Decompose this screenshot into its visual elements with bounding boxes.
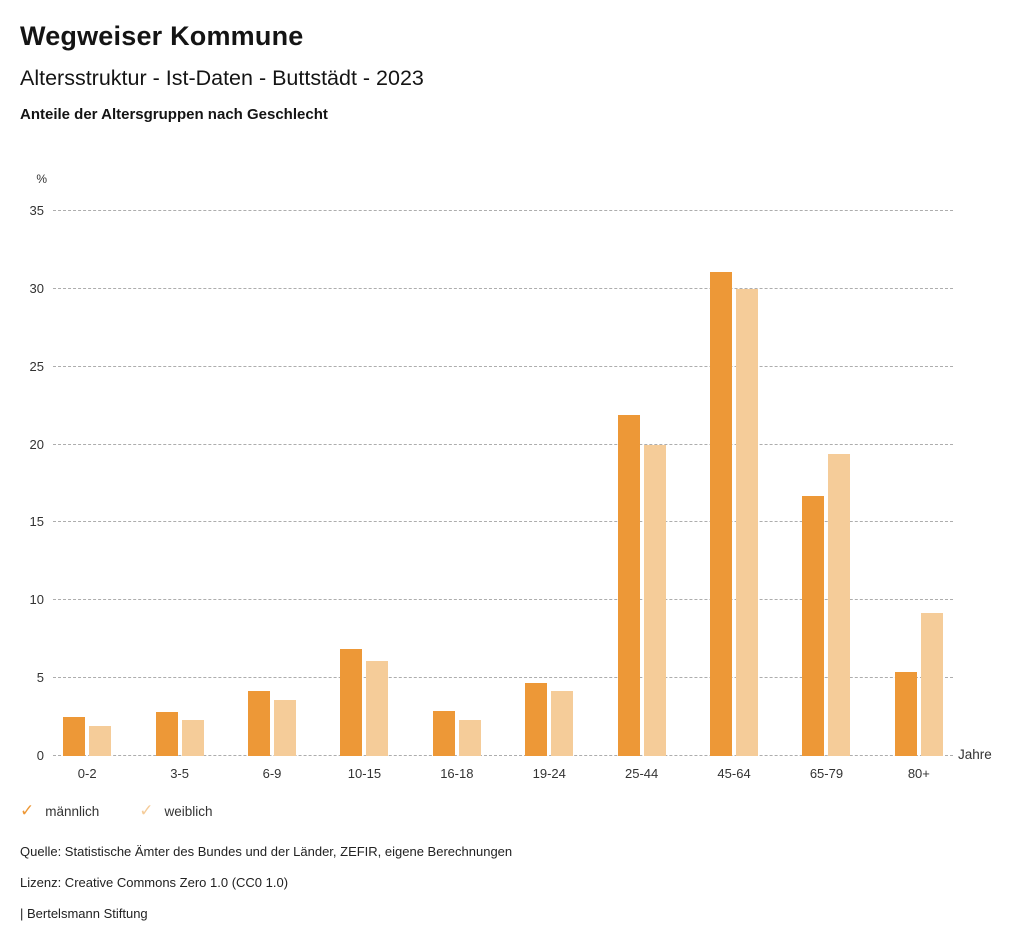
chart-heading: Anteile der Altersgruppen nach Geschlech… bbox=[20, 106, 328, 123]
bar-group-0-2 bbox=[41, 211, 133, 756]
bar-männlich-6-9[interactable] bbox=[248, 690, 271, 756]
bar-weiblich-65-79[interactable] bbox=[828, 453, 851, 756]
check-icon: ✓ bbox=[139, 801, 154, 820]
x-label-0-2: 0-2 bbox=[77, 766, 97, 781]
legend: ✓ männlich ✓ weiblich bbox=[20, 801, 213, 821]
gridline-15 bbox=[53, 521, 953, 523]
gridline-20 bbox=[53, 443, 953, 445]
bar-weiblich-3-5[interactable] bbox=[181, 720, 204, 756]
bar-weiblich-0-2[interactable] bbox=[89, 726, 112, 756]
bar-männlich-45-64[interactable] bbox=[710, 271, 733, 756]
y-tick-30: 30 bbox=[29, 280, 44, 296]
bar-weiblich-80+[interactable] bbox=[920, 612, 943, 756]
x-label-3-5: 3-5 bbox=[170, 766, 189, 781]
x-axis: 0-2 3-5 6-9 10-15 16-18 19-24 25-44 45-64 65-79 8… bbox=[41, 766, 965, 781]
bar-group-65-79 bbox=[780, 211, 872, 756]
bar-group-19-24 bbox=[503, 211, 595, 756]
bar-group-25-44 bbox=[595, 211, 687, 756]
y-axis-unit-label: % bbox=[36, 172, 47, 186]
page-title: Wegweiser Kommune bbox=[20, 21, 304, 51]
bar-männlich-10-15[interactable] bbox=[340, 648, 363, 756]
bar-männlich-0-2[interactable] bbox=[63, 717, 86, 756]
gridline-35 bbox=[53, 210, 953, 211]
gridline-30 bbox=[53, 287, 953, 289]
x-label-45-64: 45-64 bbox=[717, 766, 751, 781]
gridline-0 bbox=[53, 755, 953, 756]
bar-groups bbox=[41, 211, 965, 756]
attribution-text: | Bertelsmann Stiftung bbox=[20, 906, 148, 921]
legend-item-weiblich[interactable]: ✓ weiblich bbox=[139, 801, 212, 821]
y-tick-0: 0 bbox=[36, 748, 44, 763]
bar-weiblich-16-18[interactable] bbox=[458, 720, 481, 756]
x-label-6-9: 6-9 bbox=[262, 766, 282, 781]
gridline-5 bbox=[53, 677, 953, 679]
bar-group-3-5 bbox=[133, 211, 225, 756]
license-text: Lizenz: Creative Commons Zero 1.0 (CC0 1… bbox=[20, 875, 289, 890]
bar-weiblich-6-9[interactable] bbox=[274, 699, 297, 756]
legend-label: weiblich bbox=[164, 803, 213, 819]
legend-item-maennlich[interactable]: ✓ männlich bbox=[20, 801, 99, 821]
y-tick-25: 25 bbox=[29, 358, 44, 374]
y-axis: 0 5 10 15 20 25 30 35 bbox=[0, 203, 44, 763]
bar-group-80+ bbox=[873, 211, 965, 756]
bar-männlich-25-44[interactable] bbox=[617, 415, 640, 756]
x-label-25-44: 25-44 bbox=[625, 766, 659, 781]
plot-area bbox=[53, 210, 953, 756]
bar-männlich-65-79[interactable] bbox=[802, 495, 825, 756]
bar-group-16-18 bbox=[411, 211, 503, 756]
bar-weiblich-25-44[interactable] bbox=[643, 444, 666, 756]
y-tick-10: 10 bbox=[29, 592, 44, 608]
bar-group-45-64 bbox=[688, 211, 780, 756]
x-axis-unit-label: Jahre bbox=[958, 747, 992, 762]
bar-männlich-3-5[interactable] bbox=[155, 712, 178, 756]
y-tick-35: 35 bbox=[29, 203, 44, 218]
gridline-25 bbox=[53, 365, 953, 367]
bar-weiblich-10-15[interactable] bbox=[366, 661, 389, 756]
y-tick-15: 15 bbox=[29, 514, 44, 530]
check-icon: ✓ bbox=[20, 801, 35, 820]
legend-label: männlich bbox=[45, 803, 100, 819]
x-label-80+: 80+ bbox=[907, 766, 930, 781]
x-label-65-79: 65-79 bbox=[809, 766, 844, 781]
x-label-19-24: 19-24 bbox=[532, 766, 566, 781]
y-tick-20: 20 bbox=[29, 436, 44, 452]
bar-weiblich-19-24[interactable] bbox=[551, 690, 574, 756]
bar-männlich-19-24[interactable] bbox=[525, 682, 548, 756]
y-tick-5: 5 bbox=[36, 670, 44, 686]
bar-männlich-16-18[interactable] bbox=[432, 710, 455, 756]
x-label-16-18: 16-18 bbox=[440, 766, 474, 781]
chart-subtitle: Altersstruktur - Ist-Daten - Buttstädt -… bbox=[20, 66, 424, 90]
gridline-10 bbox=[53, 599, 953, 601]
source-text: Quelle: Statistische Ämter des Bundes un… bbox=[20, 844, 513, 859]
bar-group-10-15 bbox=[318, 211, 410, 756]
x-label-10-15: 10-15 bbox=[347, 766, 382, 781]
bar-weiblich-45-64[interactable] bbox=[736, 288, 759, 756]
bar-group-6-9 bbox=[226, 211, 318, 756]
bar-männlich-80+[interactable] bbox=[894, 671, 917, 756]
